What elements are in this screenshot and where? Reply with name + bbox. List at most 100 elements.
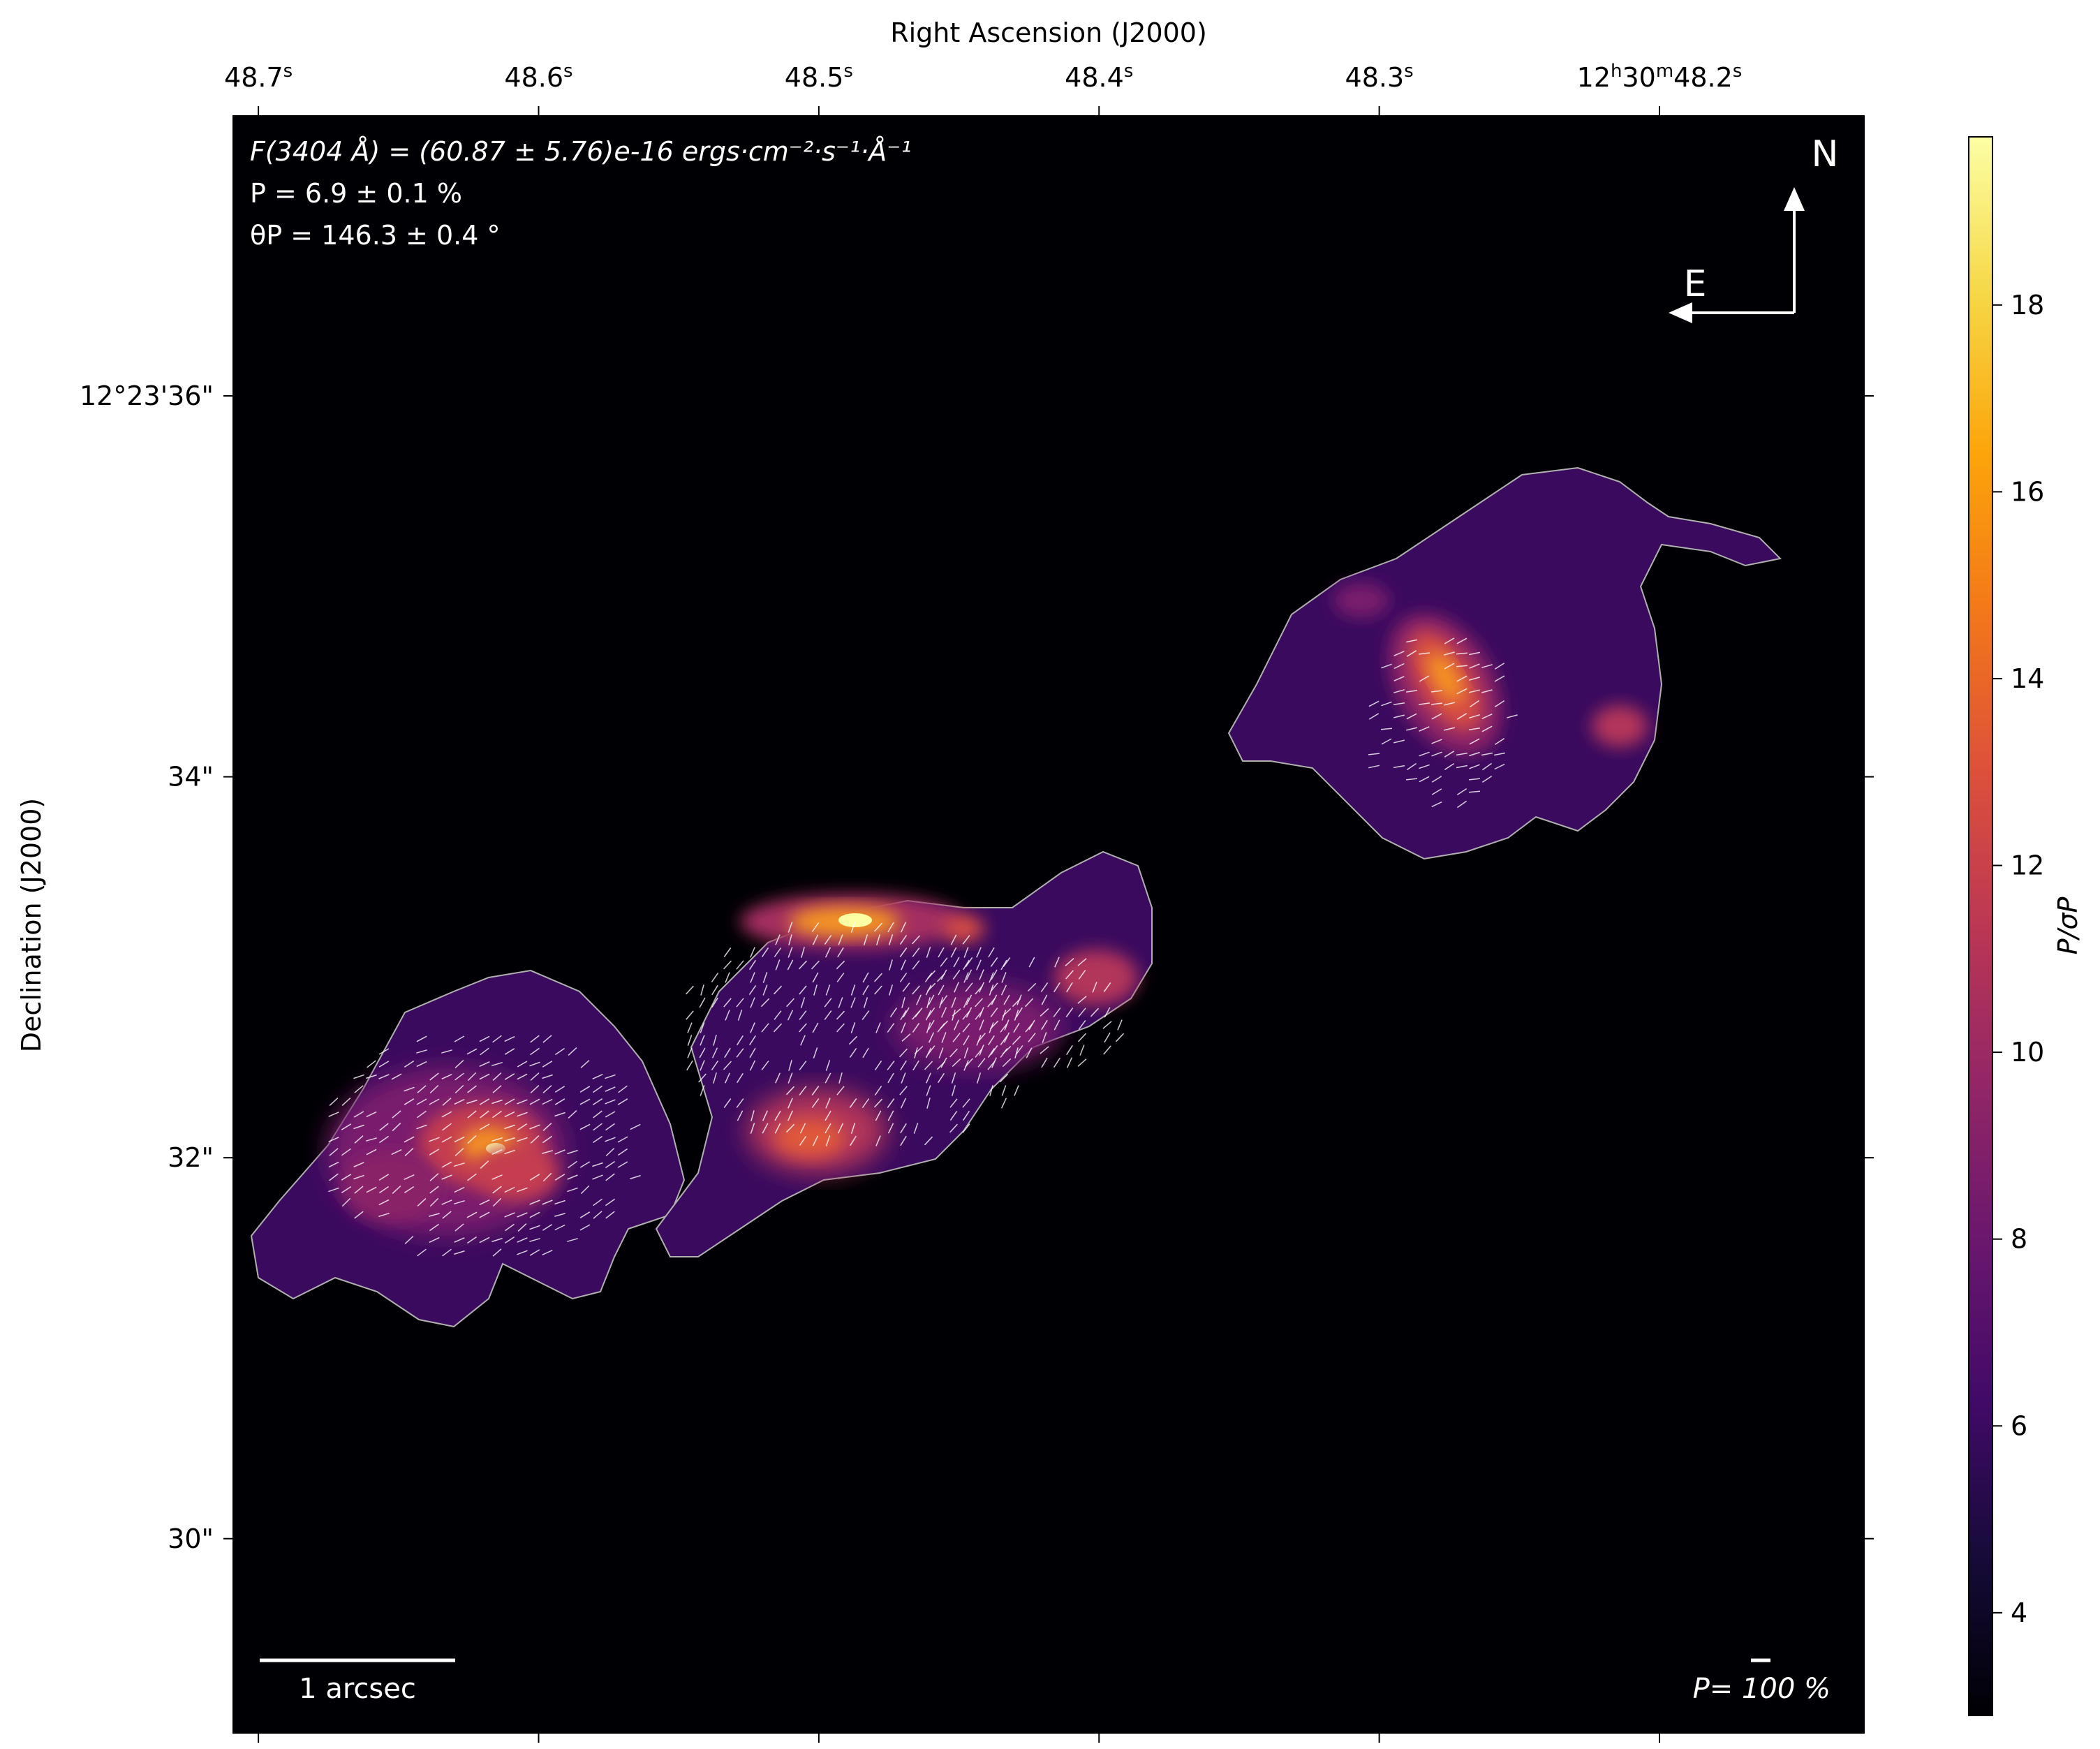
polarization-vector bbox=[812, 1022, 819, 1033]
polarization-vector bbox=[1012, 1035, 1021, 1045]
polarization-vector bbox=[924, 1061, 933, 1070]
colorbar-label: P/σP bbox=[2053, 897, 2083, 955]
polarization-vector bbox=[1419, 751, 1430, 757]
polarization-vector bbox=[517, 1187, 528, 1193]
polarization-vector bbox=[825, 1060, 831, 1071]
polarization-vector bbox=[429, 1098, 440, 1105]
polarization-vector bbox=[979, 1019, 984, 1031]
polarization-vector bbox=[517, 1237, 528, 1243]
polarization-vectors bbox=[328, 637, 1518, 1257]
polarization-vector bbox=[800, 997, 806, 1008]
compass: N E bbox=[1669, 133, 1838, 323]
polarization-vector bbox=[1001, 1085, 1007, 1096]
polarization-vector bbox=[687, 1035, 693, 1046]
y-tick-label: 30" bbox=[168, 1523, 214, 1554]
polarization-vector bbox=[762, 984, 768, 996]
polarization-vector bbox=[605, 1160, 616, 1169]
polarization-vector bbox=[1013, 1022, 1020, 1033]
polarization-vector bbox=[978, 982, 985, 993]
x-tick-label: 48.7s bbox=[224, 61, 293, 93]
polarization-vector bbox=[1393, 739, 1405, 744]
polarization-vector bbox=[1494, 663, 1505, 670]
polarization-vector bbox=[530, 1085, 540, 1093]
polarization-vector bbox=[928, 1019, 935, 1031]
polarization-vector bbox=[517, 1073, 528, 1080]
polarization-vector bbox=[479, 1035, 490, 1042]
polarization-vector bbox=[504, 1098, 515, 1105]
polarization-vector bbox=[926, 1085, 931, 1096]
polarization-vector bbox=[1444, 762, 1455, 771]
polarization-vector bbox=[989, 972, 994, 983]
polarization-vector bbox=[926, 997, 931, 1008]
colorbar-tick-label: 14 bbox=[2011, 663, 2044, 694]
polarization-vector bbox=[949, 1048, 958, 1058]
polarization-vector bbox=[990, 1008, 998, 1017]
polarization-vector bbox=[750, 1123, 755, 1134]
polarization-vector bbox=[1053, 1008, 1061, 1017]
polarization-vector bbox=[825, 1072, 831, 1084]
polarization-vector bbox=[1456, 800, 1467, 809]
polarization-vector bbox=[568, 1047, 577, 1056]
polarization-vector bbox=[1431, 713, 1442, 720]
polarization-vector bbox=[441, 1200, 452, 1205]
polarization-vector bbox=[874, 1060, 882, 1071]
compass-east-label: E bbox=[1684, 263, 1707, 305]
polarization-vector bbox=[912, 985, 920, 995]
polarization-vector bbox=[1456, 688, 1467, 695]
polarization-vector bbox=[916, 994, 922, 1005]
polarization-vector bbox=[926, 947, 931, 958]
polarization-vector bbox=[542, 1123, 552, 1131]
polarization-vector bbox=[761, 947, 769, 958]
polarization-vector bbox=[341, 1098, 351, 1106]
polarization-vector bbox=[966, 969, 973, 980]
polarization-vector bbox=[887, 1110, 894, 1121]
polarization-vector bbox=[838, 997, 843, 1008]
y-axis-ticks: 12°23'36" 34" 32" 30" bbox=[80, 381, 1874, 1554]
polarization-vector bbox=[479, 1123, 490, 1130]
polarization-vector bbox=[491, 1149, 503, 1156]
polarization-vector bbox=[593, 1211, 602, 1219]
polarization-vector bbox=[617, 1161, 628, 1168]
polarization-vector bbox=[953, 957, 960, 968]
polarization-vector bbox=[579, 1098, 591, 1105]
polarization-vector bbox=[542, 1085, 552, 1093]
polarization-vector bbox=[1027, 982, 1037, 992]
polarization-vector bbox=[1456, 637, 1467, 644]
polarization-vector bbox=[568, 1110, 577, 1119]
polarization-vector bbox=[1393, 651, 1405, 656]
polarization-vector bbox=[366, 1111, 377, 1118]
polarization-vector bbox=[965, 982, 973, 992]
polarization-vector bbox=[800, 1035, 806, 1046]
polarization-vector bbox=[567, 1187, 578, 1193]
polarization-vector bbox=[605, 1198, 616, 1206]
polarization-vector bbox=[875, 934, 881, 945]
polarization-vector bbox=[442, 1123, 452, 1131]
polarization-vector bbox=[686, 985, 694, 995]
polarization-vector bbox=[1444, 751, 1455, 758]
polarization-vector bbox=[378, 1186, 390, 1194]
polarization-vector bbox=[736, 1098, 744, 1108]
polarization-vector bbox=[788, 1072, 793, 1084]
polarization-vector bbox=[875, 1110, 882, 1121]
polarization-vector bbox=[1024, 998, 1034, 1008]
polarization-vector bbox=[568, 1160, 577, 1169]
polarization-vector bbox=[962, 935, 970, 945]
polarization-vector bbox=[579, 1161, 591, 1168]
flux-annotation: F(3404 Å) = (60.87 ± 5.76)e-16 ergs·cm⁻²… bbox=[250, 136, 912, 167]
polarization-vector bbox=[1456, 713, 1467, 720]
polarization-vector bbox=[1003, 994, 1010, 1005]
polarization-vector bbox=[850, 1022, 856, 1033]
polarization-vector bbox=[952, 1008, 961, 1017]
polarization-vector bbox=[899, 1086, 908, 1095]
polarization-vector bbox=[392, 1122, 401, 1132]
polarization-vector bbox=[593, 1123, 602, 1131]
polarization-vector bbox=[1419, 652, 1430, 655]
x-tick-label: 12h30m48.2s bbox=[1577, 61, 1743, 93]
polarization-vector bbox=[1014, 1010, 1019, 1021]
polarization-vector bbox=[454, 1223, 464, 1232]
polarization-vector bbox=[593, 1198, 602, 1206]
polarization-vector bbox=[952, 1033, 961, 1042]
polarization-vector bbox=[862, 1010, 870, 1020]
polarization-vector bbox=[900, 922, 907, 933]
colorbar-tick-label: 4 bbox=[2011, 1597, 2027, 1628]
